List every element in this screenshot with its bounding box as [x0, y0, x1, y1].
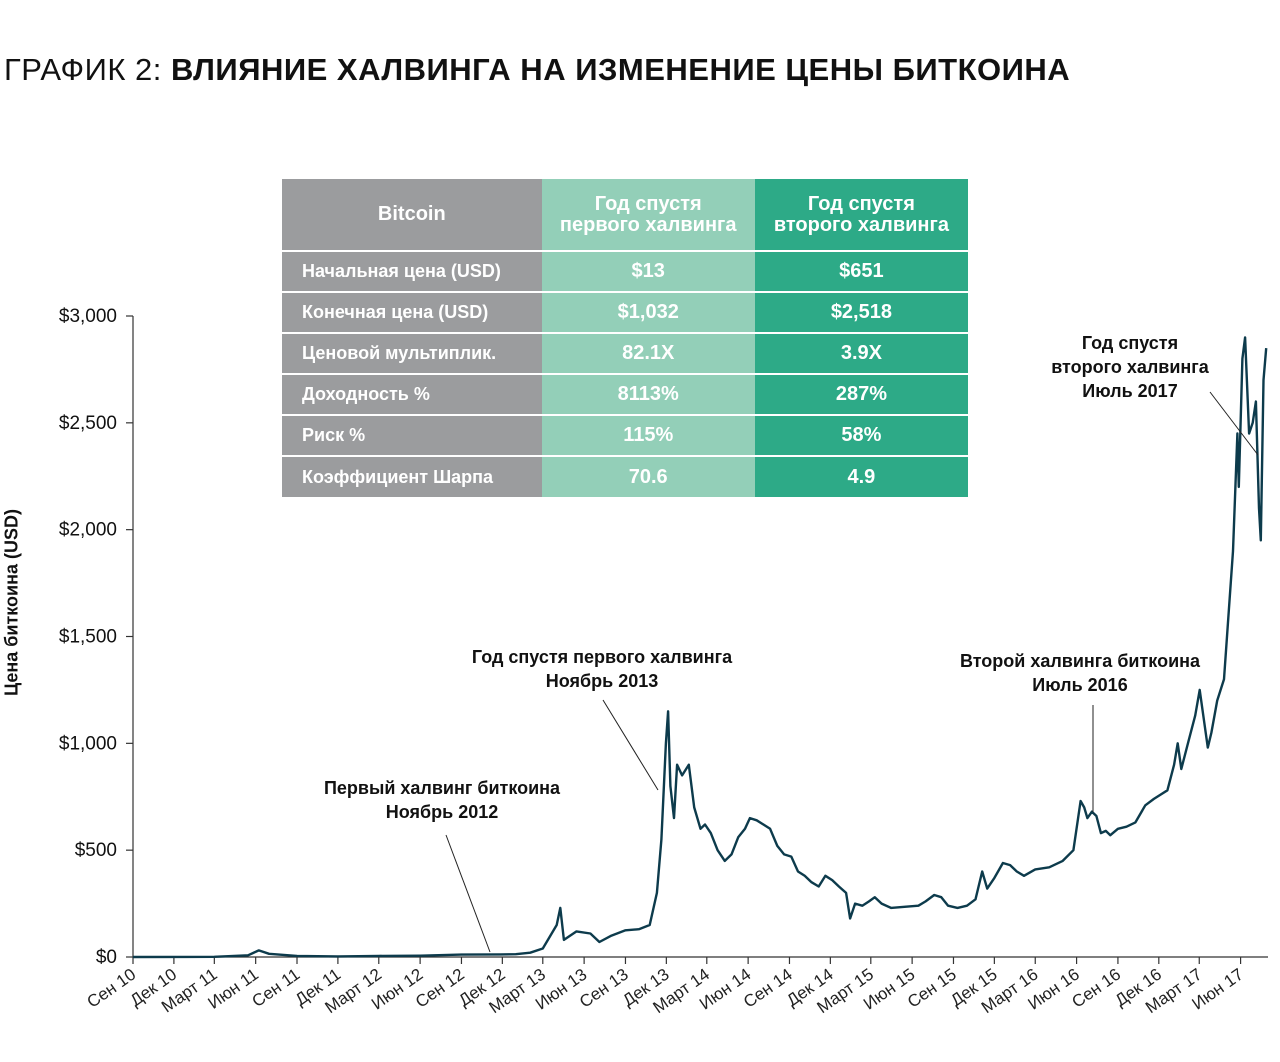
price-series-line	[132, 336, 1268, 959]
y-tick-label: $1,000	[59, 733, 117, 754]
table-header-first-halving: Год спустя первого халвинга	[541, 179, 755, 252]
table-row-label: Начальная цена (USD)	[282, 251, 542, 293]
table-cell-second: $651	[754, 251, 968, 293]
table-row-label: Ценовой мультиплик.	[282, 333, 542, 375]
table-cell-first: $13	[541, 251, 755, 293]
table-header-second-line2: второго халвинга	[773, 213, 949, 236]
chart-title-main: ВЛИЯНИЕ ХАЛВИНГА НА ИЗМЕНЕНИЕ ЦЕНЫ БИТКО…	[171, 52, 1071, 87]
table-header-second-halving: Год спустя второго халвинга	[754, 179, 968, 252]
table-cell-first: 70.6	[541, 456, 755, 497]
annotation-line: Ноябрь 2013	[545, 671, 659, 691]
x-tick-label: Сен 11	[249, 965, 304, 1011]
annotation-line: Ноябрь 2012	[385, 802, 499, 822]
y-tick-label: $500	[75, 840, 117, 861]
leader-line-second-halving-year	[1209, 391, 1259, 456]
annotation-line: Год спустя первого халвинга	[471, 647, 733, 667]
table-row-label: Риск %	[282, 415, 542, 457]
table-cell-second: 287%	[754, 374, 968, 416]
table-header-second-line1: Год спустя	[807, 192, 915, 215]
table-row: Начальная цена (USD) $13 $651	[282, 251, 968, 293]
annotation-first-halving: Первый халвинг биткоина Ноябрь 2012	[300, 776, 584, 824]
table-row: Ценовой мультиплик. 82.1X 3.9X	[282, 333, 968, 375]
annotation-line: Первый халвинг биткоина	[323, 778, 561, 798]
table-row-label: Коэффициент Шарпа	[282, 456, 542, 497]
annotation-line: Июль 2017	[1082, 381, 1178, 401]
leader-line-first-halving-year	[602, 699, 659, 791]
y-tick-label: $2,000	[59, 520, 117, 541]
annotation-line: Июль 2016	[1032, 675, 1128, 695]
table-row-label: Конечная цена (USD)	[282, 292, 542, 334]
annotation-line: Год спустя	[1081, 333, 1179, 353]
table-cell-second: $2,518	[754, 292, 968, 334]
table-header-bitcoin-label: Bitcoin	[377, 203, 446, 225]
y-tick-label: $1,500	[59, 627, 117, 648]
table-cell-first: 115%	[541, 415, 755, 457]
table-header-row: Bitcoin Год спустя первого халвинга Год …	[282, 179, 968, 252]
annotation-line: Второй халвинга биткоина	[959, 651, 1201, 671]
annotation-second-halving-year: Год спустя второго халвинга Июль 2017	[1040, 331, 1220, 403]
y-tick-label: $2,500	[59, 413, 117, 434]
table-row: Коэффициент Шарпа 70.6 4.9	[282, 456, 968, 497]
table-row-label: Доходность %	[282, 374, 542, 416]
halving-stats-table: Bitcoin Год спустя первого халвинга Год …	[282, 179, 968, 497]
table-cell-second: 4.9	[754, 456, 968, 497]
table-row: Конечная цена (USD) $1,032 $2,518	[282, 292, 968, 334]
table-header-bitcoin: Bitcoin	[282, 179, 542, 252]
annotation-line: второго халвинга	[1051, 357, 1209, 377]
table-cell-first: 8113%	[541, 374, 755, 416]
table-cell-first: 82.1X	[541, 333, 755, 375]
chart-title-prefix: ГРАФИК 2:	[4, 52, 162, 87]
chart-title: ГРАФИК 2: ВЛИЯНИЕ ХАЛВИНГА НА ИЗМЕНЕНИЕ …	[4, 52, 1070, 88]
table-cell-second: 3.9X	[754, 333, 968, 375]
table-row: Риск % 115% 58%	[282, 415, 968, 457]
x-tick-label: Сен 10	[84, 965, 140, 1012]
table-header-first-line1: Год спустя	[594, 192, 702, 215]
table-cell-second: 58%	[754, 415, 968, 457]
y-tick-label: $0	[96, 947, 117, 968]
y-tick-label: $3,000	[59, 306, 117, 327]
leader-line-first-halving	[445, 834, 491, 953]
annotation-second-halving: Второй халвинга биткоина Июль 2016	[940, 649, 1220, 697]
table-row: Доходность % 8113% 287%	[282, 374, 968, 416]
table-header-first-line2: первого халвинга	[559, 213, 737, 236]
table-cell-first: $1,032	[541, 292, 755, 334]
annotation-first-halving-year: Год спустя первого халвинга Ноябрь 2013	[452, 645, 752, 693]
